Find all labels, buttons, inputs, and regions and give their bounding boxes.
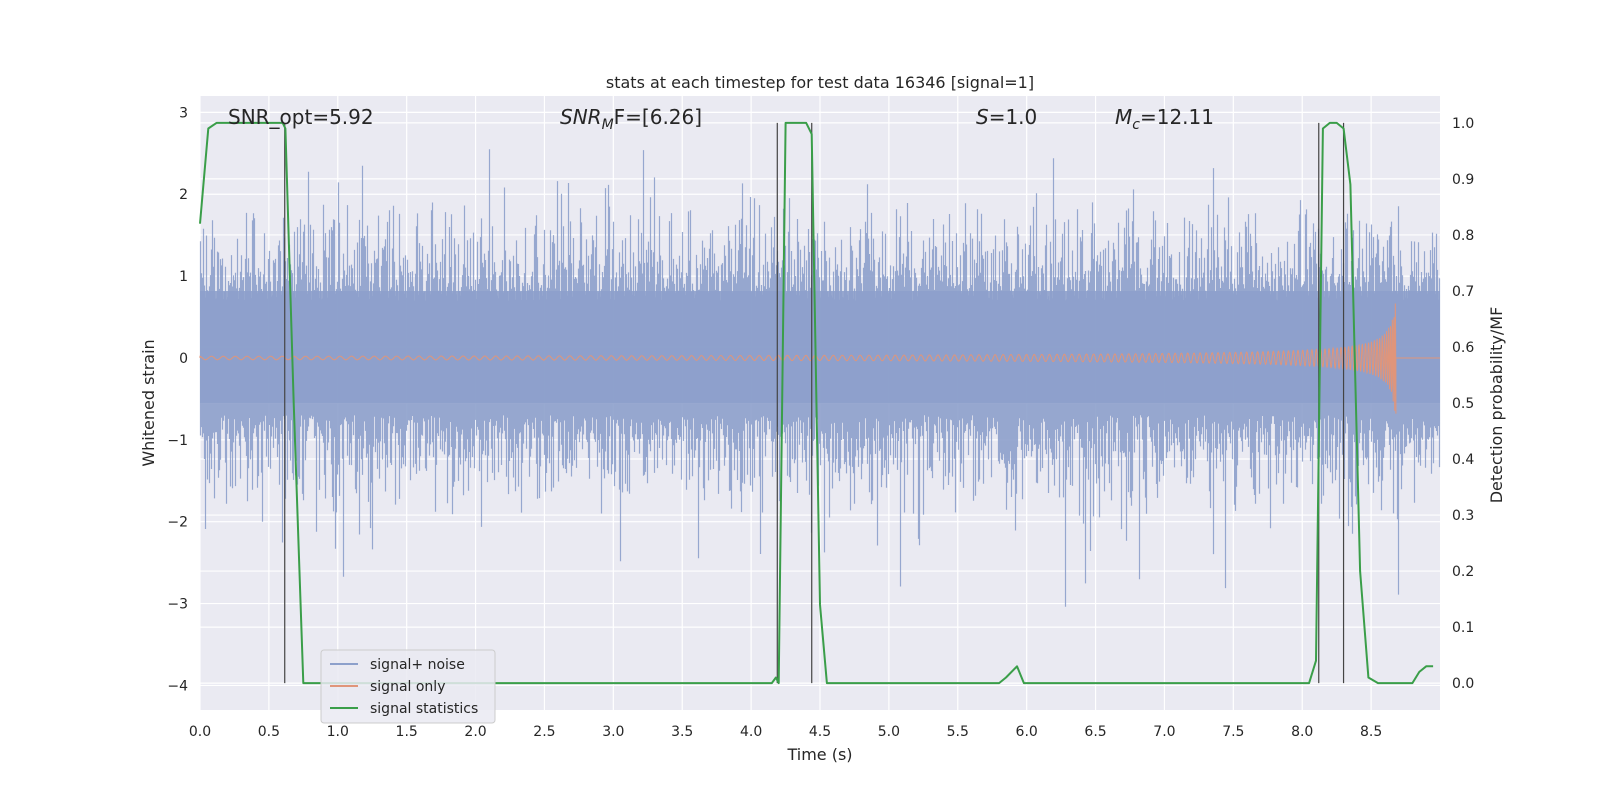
x-tick-label: 8.0 xyxy=(1291,724,1313,740)
snr-mf-rest: F=[6.26] xyxy=(614,105,702,129)
y2-tick-label: 0.7 xyxy=(1452,284,1474,300)
x-tick-label: 5.0 xyxy=(878,724,900,740)
y-tick-label: −2 xyxy=(167,515,188,531)
x-axis-label: Time (s) xyxy=(786,745,852,764)
signal-only-line xyxy=(199,303,1440,414)
x-tick-label: 4.5 xyxy=(809,724,831,740)
chart-title: stats at each timestep for test data 163… xyxy=(606,73,1034,92)
y2-axis-label: Detection probability/MF xyxy=(1487,307,1506,504)
y2-tick-label: 0.4 xyxy=(1452,452,1474,468)
y2-tick-label: 0.9 xyxy=(1452,172,1474,188)
legend-label-signal-only: signal only xyxy=(370,679,445,695)
x-axis-ticks: 0.0 0.5 1.0 1.5 2.0 2.5 3.0 3.5 4.0 4.5 5.0 5.5 6.0 6… xyxy=(189,724,1382,740)
s-label: S xyxy=(976,105,989,129)
y-tick-label: 3 xyxy=(179,105,188,121)
y2-tick-label: 1.0 xyxy=(1452,116,1474,132)
legend: signal+ noise signal only signal statist… xyxy=(320,649,496,724)
x-tick-label: 7.5 xyxy=(1222,724,1244,740)
x-tick-label: 2.5 xyxy=(533,724,555,740)
mc-base: M xyxy=(1115,105,1132,129)
legend-label-signal-noise: signal+ noise xyxy=(370,657,465,673)
y-axis-ticks: 3 2 1 0 −1 −2 −3 −4 xyxy=(167,105,188,694)
x-tick-label: 3.0 xyxy=(602,724,624,740)
y-axis-label: Whitened strain xyxy=(139,339,158,466)
x-tick-label: 4.0 xyxy=(740,724,762,740)
x-tick-label: 1.0 xyxy=(327,724,349,740)
x-tick-label: 0.5 xyxy=(258,724,280,740)
legend-box xyxy=(320,649,496,724)
y2-tick-label: 0.5 xyxy=(1452,396,1474,412)
y2-tick-label: 0.0 xyxy=(1452,676,1474,692)
y-tick-label: 1 xyxy=(179,269,188,285)
mc-annotation: Mc=12.11 xyxy=(1115,105,1214,133)
x-tick-label: 7.0 xyxy=(1153,724,1175,740)
y2-tick-label: 0.1 xyxy=(1452,620,1474,636)
signal-noise-band xyxy=(200,290,1440,403)
y-tick-label: −3 xyxy=(167,597,188,613)
y-tick-label: 2 xyxy=(179,187,188,203)
signal-only-series xyxy=(199,303,1440,414)
x-tick-label: 6.0 xyxy=(1016,724,1038,740)
y-tick-label: 0 xyxy=(179,351,188,367)
s-value: =1.0 xyxy=(989,105,1038,129)
y-tick-label: −4 xyxy=(167,678,188,694)
snr-opt-annotation: SNR_opt=5.92 xyxy=(228,105,374,129)
x-tick-label: 1.5 xyxy=(396,724,418,740)
y2-axis-ticks: 1.0 0.9 0.8 0.7 0.6 0.5 0.4 0.3 0.2 0.1 0.0 xyxy=(1452,116,1474,692)
y2-tick-label: 0.6 xyxy=(1452,340,1474,356)
s-annotation: S=1.0 xyxy=(976,105,1037,129)
y2-tick-label: 0.8 xyxy=(1452,228,1474,244)
mc-value: =12.11 xyxy=(1140,105,1214,129)
snr-mf-annotation: SNRMF=[6.26] xyxy=(560,105,702,133)
x-tick-label: 6.5 xyxy=(1084,724,1106,740)
x-tick-label: 8.5 xyxy=(1360,724,1382,740)
y-tick-label: −1 xyxy=(167,433,188,449)
signal-statistics-series xyxy=(199,121,1434,685)
x-tick-label: 0.0 xyxy=(189,724,211,740)
y2-tick-label: 0.3 xyxy=(1452,508,1474,524)
snr-mf-sub: M xyxy=(602,117,614,133)
snr-mf-base: SNR xyxy=(560,105,602,129)
legend-label-signal-statistics: signal statistics xyxy=(370,701,478,717)
x-tick-label: 5.5 xyxy=(947,724,969,740)
y2-tick-label: 0.2 xyxy=(1452,564,1474,580)
signal-noise-series xyxy=(199,149,1441,607)
mc-sub: c xyxy=(1132,117,1140,133)
signal-statistics-line xyxy=(199,121,1434,685)
x-tick-label: 3.5 xyxy=(671,724,693,740)
x-tick-label: 2.0 xyxy=(464,724,486,740)
